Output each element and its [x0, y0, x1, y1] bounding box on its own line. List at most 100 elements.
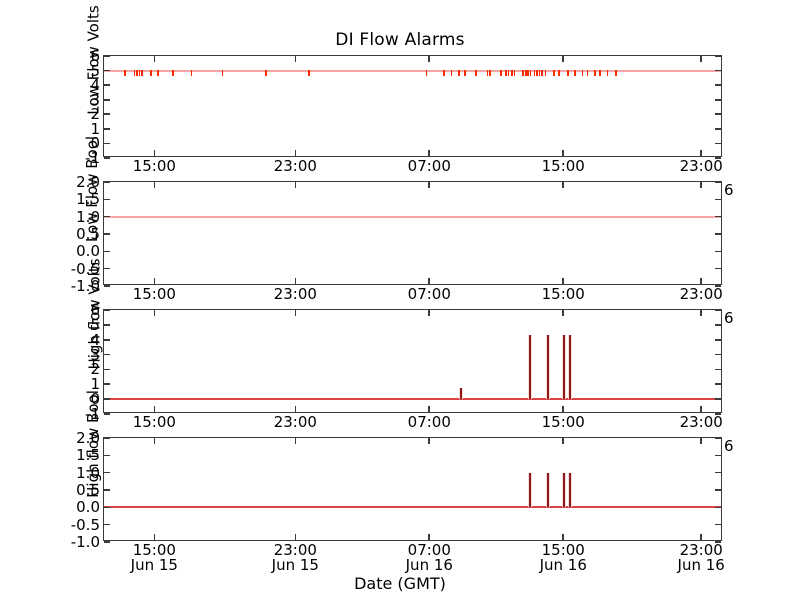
y-tick [104, 198, 110, 201]
event-mark [425, 69, 428, 76]
x-tick-top [294, 310, 297, 316]
x-tick-top [562, 182, 565, 188]
x-tick [294, 278, 297, 284]
y-tick-right [715, 69, 721, 72]
y-tick-right [715, 324, 721, 326]
y-tick-label: 6 [90, 301, 100, 319]
y-tick-label: -1.0 [70, 277, 100, 295]
event-mark [522, 69, 525, 76]
y-tick [104, 353, 110, 356]
y-tick-right [715, 489, 721, 491]
event-mark [458, 69, 460, 76]
y-tick [104, 338, 110, 341]
spike-bar [528, 335, 531, 400]
y-tick-label: 6 [90, 47, 100, 65]
event-mark [124, 69, 127, 76]
y-tick-right [715, 353, 721, 356]
y-tick [104, 55, 110, 57]
x-tick-label-date: Jun 15 [271, 556, 319, 575]
x-tick [700, 278, 702, 284]
x-tick-top [700, 438, 702, 444]
y-axis-title-1: Low Flow Volts [84, 5, 103, 115]
y-tick-right [715, 113, 721, 116]
event-mark [599, 69, 601, 76]
x-tick-label: 15:00 [132, 157, 176, 175]
y-tick-right [715, 454, 721, 457]
spike-bar [528, 472, 531, 508]
y-tick [104, 437, 110, 439]
y-tick [104, 383, 110, 386]
x-tick [153, 150, 156, 156]
y-tick-label: 0 [90, 134, 100, 153]
y-tick-label: 1 [90, 119, 100, 138]
y-tick [104, 489, 110, 491]
event-mark [533, 69, 536, 76]
y-tick-right [715, 413, 721, 415]
y-tick-label: 2 [90, 105, 100, 124]
y-tick-right [715, 55, 721, 57]
plot-area [104, 438, 721, 540]
y-tick-right [715, 285, 721, 287]
y-tick-right [715, 128, 721, 130]
series-baseline [104, 215, 721, 219]
x-tick-label: 15:00 [541, 157, 585, 175]
x-tick-label: 23:00 [273, 413, 317, 431]
event-mark [141, 69, 143, 76]
y-tick-right [715, 267, 721, 270]
y-tick-label: 0.0 [76, 498, 100, 517]
y-axis-right-label: 6 [724, 437, 734, 455]
y-tick-right [715, 437, 721, 439]
y-tick [104, 233, 110, 235]
y-tick [104, 98, 110, 101]
event-mark [450, 69, 453, 76]
x-tick-top [153, 182, 156, 188]
event-mark [529, 69, 532, 76]
x-tick [700, 150, 702, 156]
event-mark [489, 69, 491, 76]
y-tick-label: 1.0 [76, 207, 100, 226]
y-tick [104, 454, 110, 457]
y-tick-label: -0.5 [70, 259, 100, 278]
y-tick-right [715, 250, 721, 253]
event-mark [507, 69, 510, 76]
x-tick-label: 07:00 Jun 16 [405, 541, 453, 575]
y-tick-right [715, 181, 721, 183]
x-tick-label: 23:00 Jun 15 [271, 541, 319, 575]
x-tick-top [428, 182, 431, 188]
x-tick [153, 406, 156, 412]
event-mark [511, 69, 513, 76]
y-tick-right [715, 198, 721, 201]
y-tick-right [715, 142, 721, 145]
y-tick-label: 1.5 [76, 446, 100, 465]
event-mark [513, 69, 516, 76]
event-mark [615, 69, 617, 76]
y-tick-label: -0.5 [70, 515, 100, 534]
y-tick-right [715, 84, 721, 86]
x-tick-label: 15:00 [541, 413, 585, 431]
spike-bar [547, 335, 550, 400]
y-tick-label: 2.0 [76, 173, 100, 191]
y-tick-label: 5 [90, 315, 100, 334]
y-tick-right [715, 506, 721, 509]
x-tick [700, 534, 702, 540]
y-tick-right [715, 383, 721, 386]
y-tick-label: 4 [90, 76, 100, 95]
y-tick [104, 181, 110, 183]
y-axis-right-label: 6 [724, 181, 734, 199]
plot-area [104, 56, 721, 156]
y-tick [104, 267, 110, 270]
x-tick-label: 07:00 [407, 413, 451, 431]
event-mark [541, 69, 543, 76]
x-tick-top [153, 56, 156, 62]
event-mark [594, 69, 596, 76]
y-tick-right [715, 338, 721, 341]
event-mark [567, 69, 569, 76]
x-tick-top [562, 56, 565, 62]
y-tick-right [715, 523, 721, 526]
series-baseline [104, 69, 721, 72]
x-tick-top [153, 438, 156, 444]
y-tick [104, 128, 110, 130]
x-tick-label: 15:00 [541, 285, 585, 303]
y-tick-label: 4 [90, 330, 100, 349]
y-axis-right-label: 6 [724, 309, 734, 327]
